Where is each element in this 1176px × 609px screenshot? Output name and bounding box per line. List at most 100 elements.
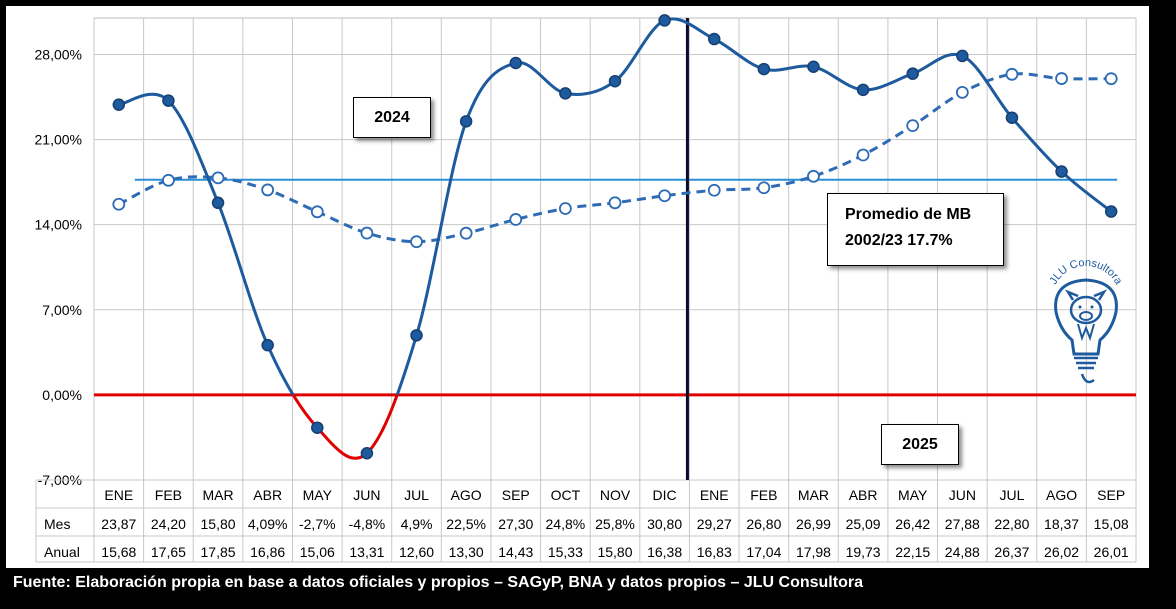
mes-point (162, 94, 175, 107)
table-cell: 16,38 (647, 544, 682, 560)
y-tick-label: 0,00% (42, 387, 82, 403)
y-tick-label: 14,00% (35, 217, 82, 233)
x-tick-label: FEB (750, 487, 777, 503)
table-cell: 25,09 (846, 516, 881, 532)
table-cell: 30,80 (647, 516, 682, 532)
anual-point (1055, 72, 1068, 85)
mes-point (608, 74, 622, 88)
anual-point (1104, 72, 1118, 86)
table-cell: 26,80 (746, 516, 781, 532)
table-cell: 16,83 (697, 544, 732, 560)
anual-point (1005, 67, 1019, 81)
mes-point (410, 329, 423, 342)
mes-point (658, 14, 671, 27)
table-cell: 24,20 (151, 516, 186, 532)
table-cell: 17,65 (151, 544, 186, 560)
table-cell: 4,9% (401, 516, 433, 532)
mes-point (757, 62, 771, 76)
average-line1: Promedio de MB (845, 206, 972, 223)
chart-panel: -7,00% 0,00% 7,00% 14,00% 21,00% 28,00% ENE FEB… (6, 6, 1149, 568)
x-tick-label: NOV (600, 487, 631, 503)
logo-text: JLU Consultora (1048, 257, 1125, 287)
anual-point (807, 169, 820, 183)
table-cell: 15,06 (300, 544, 335, 560)
table-cell: 17,04 (746, 544, 781, 560)
anual-point (608, 196, 622, 210)
table-row-label: Mes (44, 516, 70, 532)
table-cell: 22,80 (994, 516, 1029, 532)
x-tick-label: MAY (898, 487, 928, 503)
anual-point (310, 205, 324, 219)
table-cell: 17,98 (796, 544, 831, 560)
x-tick-label: ABR (849, 487, 878, 503)
mes-point (856, 83, 870, 97)
table-cell: 16,86 (250, 544, 285, 560)
source-caption: Fuente: Elaboración propia en base a dat… (13, 574, 863, 591)
mes-point (906, 67, 919, 80)
table-row-label: Anual (44, 544, 80, 560)
label-2024: 2024 (353, 97, 431, 138)
line-chart: -7,00%0,00%7,00%14,00%21,00%28,00%ENE FEB… (35, 14, 1137, 563)
x-tick-label: SEP (1097, 487, 1125, 503)
anual-point (856, 148, 870, 162)
table-cell: 15,80 (201, 516, 236, 532)
mes-point (311, 421, 324, 434)
table-cell: 27,30 (498, 516, 533, 532)
mes-point (509, 56, 523, 70)
x-tick-label: ABR (253, 487, 282, 503)
table-cell: 24,88 (945, 544, 980, 560)
mes-point (956, 49, 969, 63)
table-cell: 15,08 (1094, 516, 1129, 532)
x-tick-label: JUL (999, 487, 1024, 503)
table-cell: 26,42 (895, 516, 930, 532)
x-tick-label: OCT (551, 487, 581, 503)
table-cell: 12,60 (399, 544, 434, 560)
mes-point (1055, 165, 1068, 178)
y-tick-label: 21,00% (35, 132, 82, 148)
label-2025-text: 2025 (902, 436, 938, 453)
table-cell: 29,27 (697, 516, 732, 532)
table-cell: 15,68 (101, 544, 136, 560)
x-tick-label: MAR (202, 487, 233, 503)
mes-point (112, 98, 126, 111)
logo: JLU Consultora (1038, 244, 1134, 390)
anual-point (707, 183, 721, 197)
anual-point (360, 226, 374, 240)
x-tick-label: JUN (353, 487, 380, 503)
anual-point (261, 183, 275, 197)
table-cell: 4,09% (248, 516, 288, 532)
x-tick-label: AGO (1046, 487, 1077, 503)
table-cell: 19,73 (846, 544, 881, 560)
anual-point (757, 181, 771, 195)
anual-point (955, 86, 969, 99)
table-cell: 26,37 (994, 544, 1029, 560)
table-cell: 24,8% (546, 516, 586, 532)
x-tick-label: DIC (653, 487, 677, 503)
x-tick-label: MAR (798, 487, 829, 503)
anual-point (558, 202, 572, 215)
x-tick-label: FEB (155, 487, 182, 503)
mes-point (1104, 205, 1118, 218)
mes-point (1005, 111, 1019, 124)
mes-point (807, 60, 820, 74)
mes-point (459, 115, 473, 128)
x-tick-label: ENE (104, 487, 133, 503)
table-cell: 26,02 (1044, 544, 1079, 560)
table-cell: 22,5% (446, 516, 486, 532)
label-2025: 2025 (881, 424, 959, 465)
table-cell: -4,8% (349, 516, 386, 532)
mes-point (360, 447, 374, 460)
table-cell: 26,01 (1094, 544, 1129, 560)
mes-point (261, 338, 274, 352)
table-cell: 14,43 (498, 544, 533, 560)
mes-point (211, 196, 225, 210)
table-cell: 22,15 (895, 544, 930, 560)
x-tick-label: JUL (404, 487, 429, 503)
label-2024-text: 2024 (374, 109, 410, 126)
table-cell: 13,31 (349, 544, 384, 560)
mes-point (707, 32, 721, 46)
average-line2: 2002/23 17.7% (845, 232, 953, 249)
table-cell: 23,87 (101, 516, 136, 532)
anual-point (112, 197, 126, 211)
x-tick-label: JUN (949, 487, 976, 503)
